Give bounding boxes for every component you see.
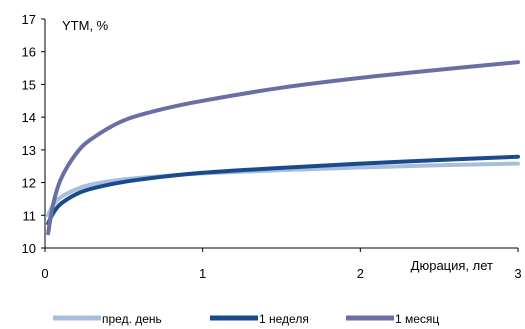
y-tick-label: 16 bbox=[22, 45, 36, 60]
x-tick-label: 3 bbox=[514, 266, 521, 281]
y-tick-label: 13 bbox=[22, 143, 36, 158]
y-tick-label: 17 bbox=[22, 12, 36, 27]
legend-label-2: 1 неделя bbox=[259, 312, 309, 326]
x-axis-title: Дюрация, лет bbox=[411, 258, 493, 273]
y-axis-title: YTM, % bbox=[62, 18, 109, 33]
series-line-2 bbox=[46, 154, 520, 226]
y-tick-label: 12 bbox=[22, 176, 36, 191]
x-tick-label: 0 bbox=[41, 266, 48, 281]
legend-label-3: 1 месяц bbox=[395, 312, 439, 326]
series-layer bbox=[46, 60, 520, 236]
series-line-1 bbox=[46, 161, 520, 218]
y-tick-label: 14 bbox=[22, 110, 36, 125]
legend-label-1: пред. день bbox=[102, 312, 162, 326]
x-tick-label: 1 bbox=[199, 266, 206, 281]
y-tick-label: 10 bbox=[22, 241, 36, 256]
legend: пред. день 1 неделя 1 месяц bbox=[53, 312, 439, 326]
x-tick-label: 2 bbox=[357, 266, 364, 281]
series-line-3 bbox=[46, 60, 520, 236]
y-tick-label: 11 bbox=[23, 208, 37, 223]
y-tick-label: 15 bbox=[22, 77, 36, 92]
